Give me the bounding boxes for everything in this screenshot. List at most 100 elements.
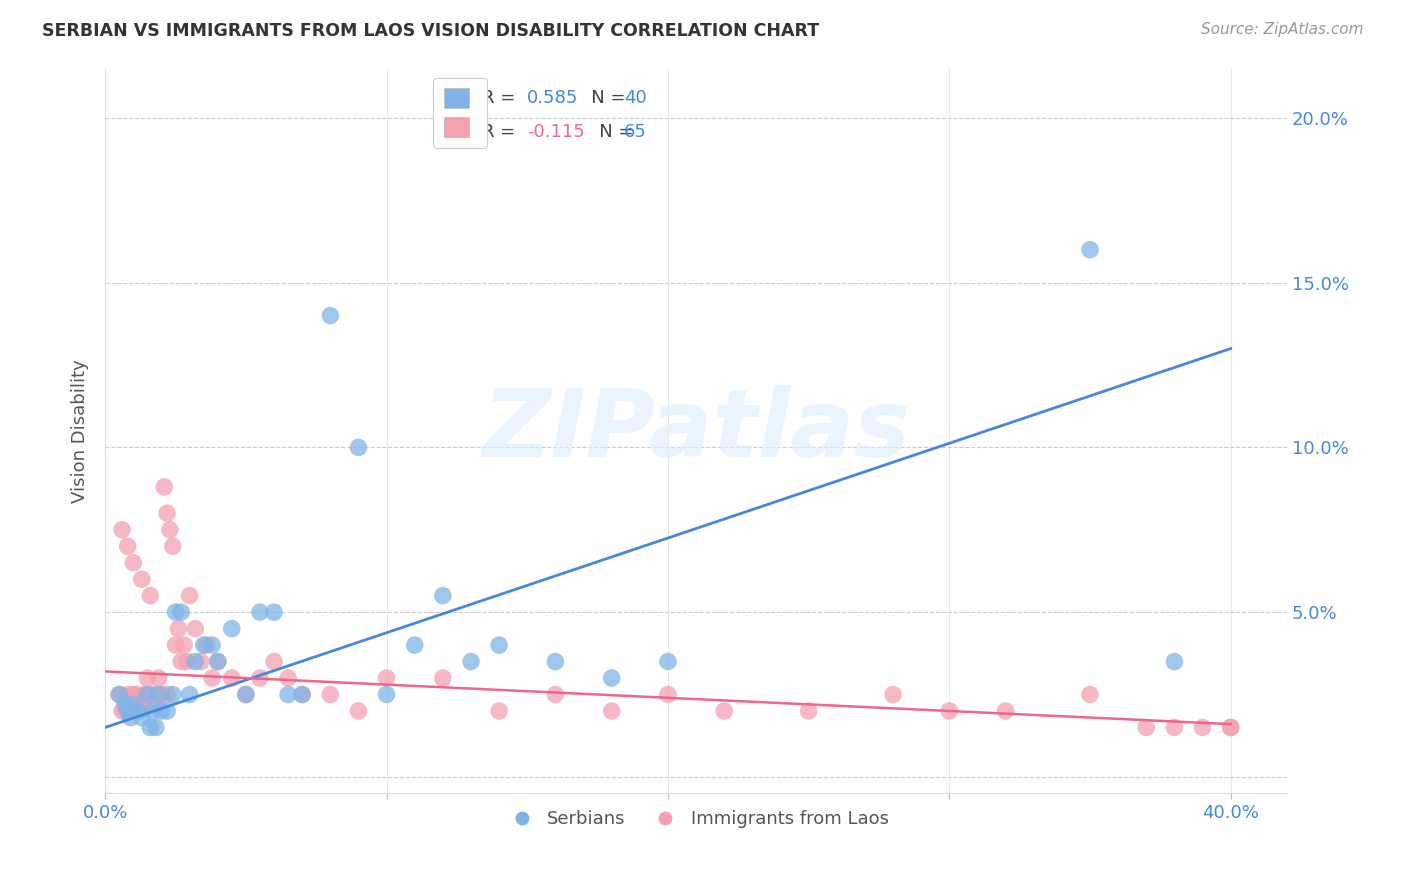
Point: [128, 698, 150, 712]
Point: [128, 704, 150, 718]
Y-axis label: Vision Disability: Vision Disability: [72, 359, 89, 503]
Point: [136, 671, 159, 685]
Point: [131, 572, 153, 586]
Point: [142, 688, 165, 702]
Text: 40: 40: [624, 89, 647, 107]
Text: N =: N =: [574, 89, 631, 107]
Point: [122, 698, 145, 712]
Point: [122, 704, 145, 718]
Point: [600, 671, 623, 685]
Point: [319, 688, 342, 702]
Point: [235, 688, 257, 702]
Point: [1078, 688, 1101, 702]
Point: [994, 704, 1017, 718]
Point: [1191, 721, 1213, 735]
Point: [544, 688, 567, 702]
Point: [235, 688, 257, 702]
Point: [162, 688, 184, 702]
Point: [432, 671, 454, 685]
Point: [207, 655, 229, 669]
Point: [488, 638, 510, 652]
Point: [657, 688, 679, 702]
Point: [882, 688, 904, 702]
Point: [156, 704, 179, 718]
Point: [432, 589, 454, 603]
Point: [179, 688, 201, 702]
Point: [291, 688, 314, 702]
Point: [167, 622, 190, 636]
Point: [249, 671, 271, 685]
Point: [117, 704, 139, 718]
Point: [108, 688, 131, 702]
Point: [184, 655, 207, 669]
Point: [179, 589, 201, 603]
Point: [600, 704, 623, 718]
Point: [1078, 243, 1101, 257]
Point: [111, 704, 134, 718]
Point: [165, 605, 187, 619]
Point: [488, 704, 510, 718]
Text: 65: 65: [624, 123, 647, 141]
Text: ZIPatlas: ZIPatlas: [482, 385, 910, 477]
Point: [142, 704, 165, 718]
Point: [460, 655, 482, 669]
Point: [170, 655, 193, 669]
Point: [134, 688, 156, 702]
Point: [277, 671, 299, 685]
Point: [375, 671, 398, 685]
Point: [120, 704, 142, 718]
Point: [193, 638, 215, 652]
Point: [159, 523, 181, 537]
Point: [176, 655, 198, 669]
Point: [657, 655, 679, 669]
Point: [291, 688, 314, 702]
Point: [195, 638, 218, 652]
Point: [184, 622, 207, 636]
Point: [221, 671, 243, 685]
Point: [111, 523, 134, 537]
Point: [108, 688, 131, 702]
Point: [120, 710, 142, 724]
Point: [117, 688, 139, 702]
Point: [263, 605, 285, 619]
Point: [1135, 721, 1157, 735]
Point: [139, 589, 162, 603]
Point: [1219, 721, 1241, 735]
Point: [713, 704, 735, 718]
Point: [1219, 721, 1241, 735]
Point: [162, 539, 184, 553]
Point: [249, 605, 271, 619]
Text: SERBIAN VS IMMIGRANTS FROM LAOS VISION DISABILITY CORRELATION CHART: SERBIAN VS IMMIGRANTS FROM LAOS VISION D…: [42, 22, 820, 40]
Point: [170, 605, 193, 619]
Point: [145, 698, 167, 712]
Point: [122, 688, 145, 702]
Text: 0.585: 0.585: [527, 89, 578, 107]
Point: [347, 441, 370, 455]
Text: R =: R =: [482, 89, 520, 107]
Point: [156, 506, 179, 520]
Point: [201, 638, 224, 652]
Point: [136, 688, 159, 702]
Point: [125, 688, 148, 702]
Point: [173, 638, 195, 652]
Text: -0.115: -0.115: [527, 123, 585, 141]
Point: [114, 698, 136, 712]
Point: [319, 309, 342, 323]
Text: N =: N =: [582, 123, 640, 141]
Legend: Serbians, Immigrants from Laos: Serbians, Immigrants from Laos: [496, 803, 896, 835]
Point: [165, 638, 187, 652]
Point: [148, 671, 170, 685]
Point: [139, 698, 162, 712]
Text: Source: ZipAtlas.com: Source: ZipAtlas.com: [1201, 22, 1364, 37]
Point: [404, 638, 426, 652]
Point: [139, 721, 162, 735]
Point: [114, 704, 136, 718]
Point: [221, 622, 243, 636]
Point: [150, 704, 173, 718]
Point: [131, 698, 153, 712]
Point: [150, 688, 173, 702]
Point: [156, 688, 179, 702]
Point: [207, 655, 229, 669]
Point: [148, 688, 170, 702]
Point: [145, 721, 167, 735]
